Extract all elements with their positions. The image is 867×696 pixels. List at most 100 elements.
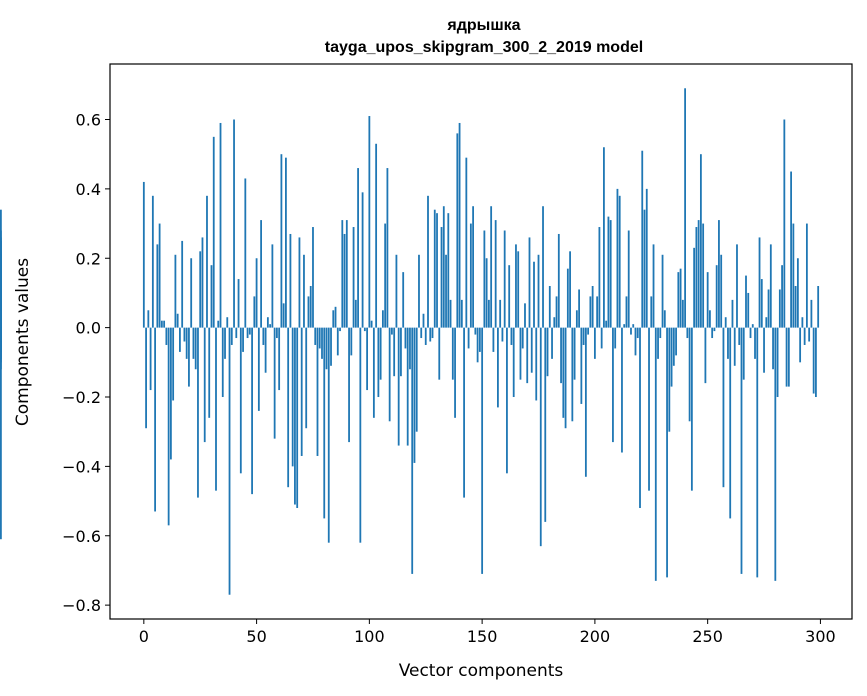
bar-252 xyxy=(711,327,714,339)
bar-118 xyxy=(409,327,411,370)
bar-266 xyxy=(742,327,745,380)
bar-121 xyxy=(415,327,418,432)
bar-117 xyxy=(406,327,409,446)
bar-269 xyxy=(749,327,752,339)
bar-286 xyxy=(787,327,790,387)
bar-192 xyxy=(575,310,578,328)
bar-284 xyxy=(783,119,786,328)
bar-209 xyxy=(614,327,617,349)
bar-292 xyxy=(801,317,804,328)
bar-125 xyxy=(424,327,427,345)
bar-48 xyxy=(251,327,253,495)
bar-120 xyxy=(413,327,416,463)
x-tick-label: 100 xyxy=(354,627,385,646)
bar-149 xyxy=(478,327,481,352)
bar-37 xyxy=(226,317,229,328)
bar-254 xyxy=(715,265,718,328)
bar-218 xyxy=(634,327,637,356)
bar-268 xyxy=(747,292,750,328)
bar-90 xyxy=(345,220,348,328)
bar-34 xyxy=(219,122,222,328)
bar-54 xyxy=(264,327,267,373)
bar-8 xyxy=(160,320,163,328)
bar-77 xyxy=(316,327,319,456)
bar-290 xyxy=(796,258,799,328)
bar-277 xyxy=(767,289,770,328)
bar-92 xyxy=(350,327,353,356)
bar-166 xyxy=(517,251,520,328)
bar-225 xyxy=(650,296,653,328)
bar-244 xyxy=(693,247,696,328)
bar-61 xyxy=(280,154,283,328)
y-tick-label: −0.8 xyxy=(62,596,101,615)
bar-35 xyxy=(221,327,224,398)
bar-208 xyxy=(612,327,614,443)
bar-11 xyxy=(167,327,170,526)
bar-178 xyxy=(544,327,547,522)
bar-20 xyxy=(188,327,190,387)
bar-279 xyxy=(772,327,774,370)
bar-150 xyxy=(481,327,484,574)
bar-55 xyxy=(266,317,269,328)
bar-197 xyxy=(587,327,590,335)
bar-96 xyxy=(359,327,362,543)
bar-33 xyxy=(217,320,220,328)
bar-105 xyxy=(379,327,382,380)
bar-179 xyxy=(546,327,549,377)
bar-158 xyxy=(499,299,502,328)
bar-169 xyxy=(524,303,526,328)
bar-36 xyxy=(224,327,226,359)
bar-246 xyxy=(697,220,700,328)
bar-221 xyxy=(641,150,644,328)
bar-278 xyxy=(769,244,772,328)
bar-67 xyxy=(294,327,296,505)
bar-64 xyxy=(287,327,290,488)
bar-99 xyxy=(366,327,368,391)
bar-231 xyxy=(663,310,666,328)
bar-191 xyxy=(573,327,576,380)
bar-76 xyxy=(314,327,317,345)
bar-159 xyxy=(501,327,504,342)
bar-217 xyxy=(632,324,635,328)
bar-262 xyxy=(733,327,736,366)
x-tick-label: 200 xyxy=(580,627,611,646)
bar-294 xyxy=(805,223,808,328)
chart-subtitle: tayga_upos_skipgram_300_2_2019 model xyxy=(325,39,643,56)
bar-239 xyxy=(681,299,684,328)
bar-24 xyxy=(197,327,199,498)
bar-323 xyxy=(0,320,2,328)
bar-9 xyxy=(163,320,166,328)
bar-255 xyxy=(718,220,720,328)
bar-287 xyxy=(790,171,792,328)
bar-270 xyxy=(751,324,754,328)
bar-154 xyxy=(490,206,493,328)
bar-97 xyxy=(361,192,364,328)
bar-219 xyxy=(636,327,639,339)
bar-226 xyxy=(652,244,655,328)
bar-44 xyxy=(242,327,244,352)
bar-126 xyxy=(427,195,429,328)
chart-title: ядрышка xyxy=(446,17,520,34)
bar-199 xyxy=(591,286,594,328)
bar-25 xyxy=(199,251,202,328)
bar-193 xyxy=(578,289,580,328)
bar-15 xyxy=(176,313,179,328)
bar-285 xyxy=(785,327,788,387)
bar-82 xyxy=(327,327,330,543)
bar-6 xyxy=(156,244,159,328)
bar-26 xyxy=(201,237,204,328)
y-tick-label: −0.2 xyxy=(62,388,101,407)
bar-75 xyxy=(312,227,314,328)
bar-113 xyxy=(397,327,400,446)
bar-207 xyxy=(609,220,612,328)
bar-172 xyxy=(530,327,533,373)
bar-247 xyxy=(699,154,702,328)
bar-109 xyxy=(388,327,391,422)
bar-153 xyxy=(487,299,490,328)
bar-95 xyxy=(357,168,359,328)
bars-group xyxy=(0,88,820,595)
bar-203 xyxy=(600,327,603,349)
bar-157 xyxy=(497,327,499,408)
bar-264 xyxy=(738,327,741,345)
bar-4 xyxy=(151,195,154,328)
